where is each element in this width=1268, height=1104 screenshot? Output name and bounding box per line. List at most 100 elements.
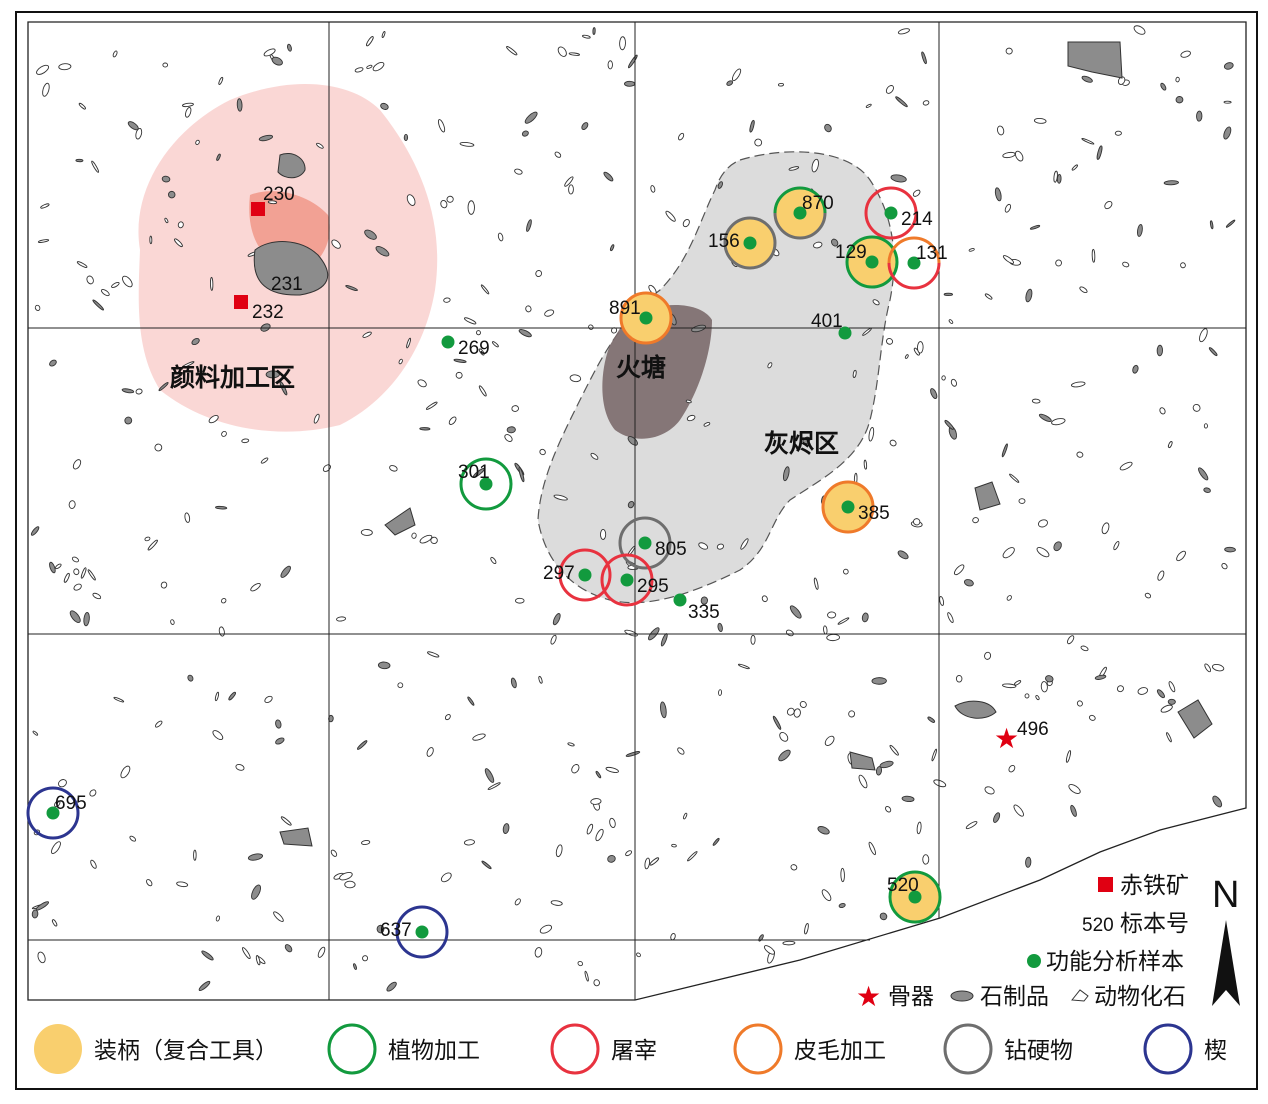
animal-fossil: [731, 68, 742, 82]
sample-401[interactable]: 401: [811, 311, 852, 340]
stone-artifact: [247, 853, 264, 861]
hide-ring: [619, 291, 673, 345]
stone-artifact: [1209, 220, 1214, 230]
animal-fossil: [58, 779, 67, 788]
stone-artifact: [357, 740, 368, 750]
sample-891[interactable]: 891: [609, 291, 673, 345]
sample-129[interactable]: 129: [835, 235, 899, 289]
animal-fossil: [1137, 687, 1149, 695]
stone-artifact: [386, 981, 397, 992]
animal-fossil: [89, 789, 97, 797]
stone-artifact: [879, 760, 894, 769]
sample-dot: [838, 326, 852, 340]
animal-fossil: [154, 443, 163, 452]
animal-fossil: [763, 945, 776, 955]
animal-fossil: [37, 951, 46, 964]
animal-fossil: [430, 536, 438, 545]
animal-fossil: [1157, 570, 1165, 581]
drilling-ring: [723, 216, 777, 270]
animal-fossil: [209, 276, 214, 291]
animal-fossil: [1160, 704, 1173, 713]
animal-fossil: [677, 747, 685, 755]
stone-label: 231: [271, 274, 303, 295]
animal-fossil: [619, 36, 626, 51]
animal-fossil: [32, 730, 39, 736]
sample-297[interactable]: 297: [543, 548, 612, 602]
animal-fossil: [147, 539, 158, 551]
sample-385[interactable]: 385: [821, 480, 890, 534]
animal-fossil: [1008, 764, 1016, 773]
animal-fossil: [63, 572, 70, 583]
sample-805[interactable]: 805: [618, 516, 687, 570]
animal-fossil: [444, 714, 451, 721]
animal-fossil: [868, 841, 876, 856]
animal-fossil: [111, 281, 120, 288]
animal-fossil: [1065, 750, 1071, 763]
sample-131[interactable]: 131: [887, 236, 948, 290]
animal-fossil: [625, 850, 633, 857]
stone-artifact: [1224, 546, 1236, 553]
stone-artifact: [944, 419, 954, 430]
sample-520[interactable]: 520: [887, 870, 942, 924]
stone-artifact: [789, 605, 802, 619]
stone-artifact: [927, 716, 936, 723]
animal-fossil: [1071, 164, 1079, 171]
stone-artifact: [712, 837, 720, 846]
animal-fossil: [174, 238, 183, 248]
stone-artifact: [419, 427, 431, 431]
sample-637[interactable]: 637: [380, 905, 449, 959]
specimen-label: 156: [708, 231, 740, 252]
animal-fossil: [698, 542, 709, 550]
sample-695[interactable]: 695: [26, 786, 87, 840]
sample-dot: [415, 925, 429, 939]
wedge-ring: [395, 905, 449, 959]
animal-fossil: [813, 577, 819, 590]
stone-artifact: [265, 370, 280, 379]
animal-fossil: [419, 534, 433, 544]
stone-artifact: [168, 190, 176, 199]
animal-fossil: [331, 239, 341, 249]
animal-fossil: [90, 859, 97, 869]
stone-artifact: [1096, 145, 1103, 160]
animal-fossil: [837, 617, 850, 625]
stone-artifact: [1203, 487, 1211, 493]
key-bone-tool: 骨器: [888, 984, 934, 1010]
stone-artifact: [201, 950, 214, 961]
animal-fossil: [922, 100, 930, 106]
sample-295[interactable]: 295: [600, 553, 669, 607]
animal-fossil: [671, 843, 677, 848]
animal-fossil: [58, 63, 72, 71]
animal-fossil: [185, 107, 192, 118]
stone-artifact: [603, 171, 614, 182]
sample-269[interactable]: 269: [441, 335, 490, 360]
stone-artifact: [802, 436, 811, 445]
stone-artifact: [609, 244, 615, 252]
stone-artifact: [75, 158, 84, 163]
stone-artifact: [726, 80, 734, 86]
stone-artifact: [30, 526, 40, 536]
animal-fossil: [212, 730, 224, 740]
animal-fossil: [912, 189, 921, 197]
plant-ring: [773, 186, 827, 214]
stone-artifact: [158, 382, 169, 392]
specimen-label: 496: [1017, 719, 1049, 740]
sample-870[interactable]: 870: [773, 186, 834, 240]
animal-fossil: [446, 195, 454, 203]
animal-fossil: [685, 399, 692, 404]
sample-214[interactable]: 214: [864, 186, 933, 240]
animal-fossil: [984, 786, 995, 795]
stone-artifact: [518, 329, 532, 338]
animal-fossil: [607, 60, 613, 70]
sample-dot: [865, 255, 879, 269]
sample-dot: [578, 568, 592, 582]
animal-fossil: [372, 61, 385, 72]
animal-fossil: [1221, 563, 1228, 570]
sample-335[interactable]: 335: [673, 593, 720, 624]
sample-dot: [908, 890, 922, 904]
sample-156[interactable]: 156: [708, 216, 777, 270]
sample-301[interactable]: 301: [458, 457, 513, 511]
animal-fossil: [821, 889, 832, 902]
animal-fossil: [984, 651, 992, 660]
sample-dot: [46, 806, 60, 820]
stone-artifact: [1160, 82, 1167, 91]
